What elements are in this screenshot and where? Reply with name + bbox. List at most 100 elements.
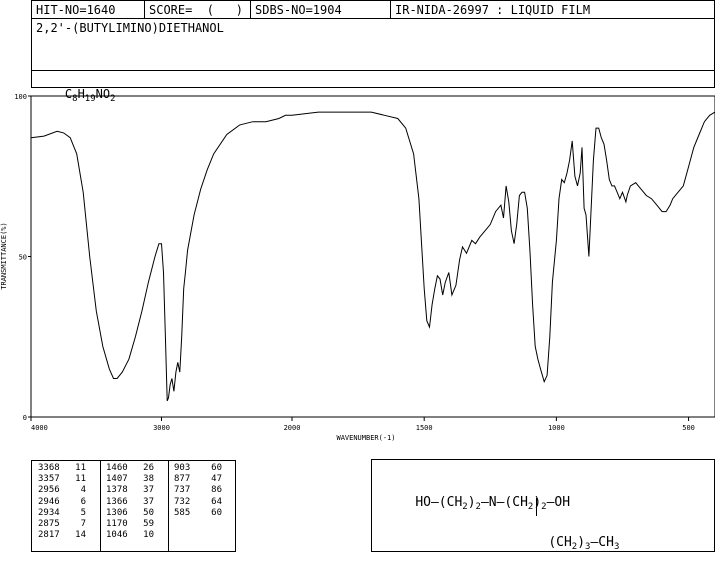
structure-bottom-line: (CH2)3—CH3 <box>517 520 619 565</box>
peak-column: 1460 26 1407 38 1378 37 1366 37 1306 50 1170 59 1046… <box>106 463 154 541</box>
peak-transmittance: 86 <box>211 485 222 496</box>
peak-transmittance: 37 <box>143 485 154 496</box>
peak-row: 1407 38 <box>106 474 154 485</box>
peak-row: 877 47 <box>174 474 222 485</box>
peak-row: 585 60 <box>174 508 222 519</box>
paren-c-open: ( <box>548 535 557 550</box>
score: SCORE= ( ) <box>145 1 251 19</box>
bond-1: —( <box>430 495 447 510</box>
peak-wavenumber: 903 <box>174 463 191 473</box>
peak-transmittance: 59 <box>143 519 154 530</box>
peak-wavenumber: 585 <box>174 507 191 518</box>
bond-3: —( <box>496 495 513 510</box>
peak-table: 3368 11 3357 11 2956 4 2946 6 2934 5 2875 7 2817 14 14… <box>31 460 236 552</box>
hydroxyl-right: OH <box>554 495 571 510</box>
peak-transmittance: 60 <box>211 463 222 473</box>
peak-transmittance: 26 <box>143 463 154 473</box>
peak-wavenumber: 737 <box>174 485 191 496</box>
ir-info: IR-NIDA-26997 : LIQUID FILM <box>395 3 591 17</box>
formula-c-sub: 8 <box>72 94 78 104</box>
sdbs-number: SDBS-NO=1904 <box>251 1 391 19</box>
peak-transmittance: 50 <box>143 507 154 518</box>
spectrum-line <box>30 111 715 402</box>
peak-wavenumber: 1366 <box>106 496 128 507</box>
x-tick-label: 3000 <box>153 424 170 432</box>
paren-a: ) <box>467 495 476 510</box>
formula-o-sub: 2 <box>110 94 116 104</box>
molecular-formula: C8H19NO2 <box>36 73 116 115</box>
x-tick-label: 1500 <box>416 424 433 432</box>
peak-wavenumber: 2956 <box>38 485 60 496</box>
formula-divider <box>32 70 714 71</box>
nitrogen-atom: N <box>488 495 497 510</box>
bond-5: — <box>590 535 599 550</box>
peak-transmittance: 11 <box>75 474 86 485</box>
bond-vertical <box>536 498 537 516</box>
methylene-c-sub: 2 <box>571 542 578 552</box>
peak-row: 732 64 <box>174 497 222 508</box>
formula-h: H <box>77 87 85 101</box>
peak-wavenumber: 1306 <box>106 507 128 518</box>
peak-wavenumber: 3368 <box>38 463 60 473</box>
bond-4: — <box>546 495 555 510</box>
formula-no: NO <box>95 87 111 101</box>
peak-wavenumber: 1407 <box>106 474 128 485</box>
peak-wavenumber: 877 <box>174 474 191 485</box>
repeat-b-sub: 2 <box>541 502 547 512</box>
peak-row: 1170 59 <box>106 519 154 530</box>
bond-2: — <box>480 495 489 510</box>
compound-name: 2,2'-(BUTYLIMINO)DIETHANOL <box>36 21 224 35</box>
peak-wavenumber: 1170 <box>106 519 128 530</box>
formula-h-sub: 19 <box>84 94 96 104</box>
peak-wavenumber: 2946 <box>38 496 60 507</box>
peak-transmittance: 14 <box>75 530 86 541</box>
peak-transmittance: 64 <box>211 496 222 507</box>
hit-number: HIT-NO=1640 <box>32 1 145 19</box>
peak-transmittance: 47 <box>211 474 222 485</box>
peak-row: 1366 37 <box>106 497 154 508</box>
peak-row: 2946 6 <box>38 497 86 508</box>
y-tick-label: 50 <box>19 254 27 262</box>
paren-c: ) <box>577 535 586 550</box>
peak-row: 1046 10 <box>106 530 154 541</box>
methylene-a-sub: 2 <box>462 502 468 512</box>
peak-wavenumber: 2875 <box>38 519 60 530</box>
peak-transmittance: 60 <box>211 507 222 518</box>
methylene-b: CH <box>512 495 528 510</box>
peak-row: 1378 37 <box>106 485 154 496</box>
plot-frame <box>30 95 715 418</box>
peak-row: 1460 26 <box>106 463 154 474</box>
methylene-b-sub: 2 <box>527 502 534 512</box>
peak-columns: 3368 11 3357 11 2956 4 2946 6 2934 5 2875 7 2817 14 14… <box>32 463 237 551</box>
peak-wavenumber: 732 <box>174 496 191 507</box>
y-axis-label: TRANSMITTANCE(%) <box>0 222 8 289</box>
peak-column: 3368 11 3357 11 2956 4 2946 6 2934 5 2875 7 2817 14 <box>38 463 86 541</box>
peak-row: 737 86 <box>174 485 222 496</box>
x-tick-label: 2000 <box>284 424 301 432</box>
structure-top-line: HO—(CH2)2—N—(CH2)2—OH <box>384 480 570 525</box>
peak-column: 903 60 877 47 737 86 732 64 585 60 <box>174 463 222 519</box>
x-tick-label: 4000 <box>31 424 48 432</box>
repeat-c-sub: 3 <box>585 542 591 552</box>
methyl-sub: 3 <box>613 542 620 552</box>
peak-row: 2956 4 <box>38 485 86 496</box>
peak-wavenumber: 2934 <box>38 507 60 518</box>
x-tick-label: 1000 <box>548 424 565 432</box>
peak-transmittance: 6 <box>80 496 86 507</box>
peak-transmittance: 5 <box>80 507 86 518</box>
peak-transmittance: 10 <box>143 530 154 541</box>
methylene-a: CH <box>446 495 463 510</box>
peak-wavenumber: 3357 <box>38 474 60 485</box>
peak-row: 3368 11 <box>38 463 86 474</box>
y-tick-label: 100 <box>14 93 27 101</box>
peak-transmittance: 4 <box>80 485 86 496</box>
peak-transmittance: 38 <box>143 474 154 485</box>
formula-c: C <box>64 87 73 101</box>
x-axis-label: WAVENUMBER(-1) <box>336 434 395 442</box>
repeat-a-sub: 2 <box>475 502 481 512</box>
peak-row: 2875 7 <box>38 519 86 530</box>
peak-row: 3357 11 <box>38 474 86 485</box>
peak-row: 1306 50 <box>106 508 154 519</box>
peak-transmittance: 37 <box>143 496 154 507</box>
